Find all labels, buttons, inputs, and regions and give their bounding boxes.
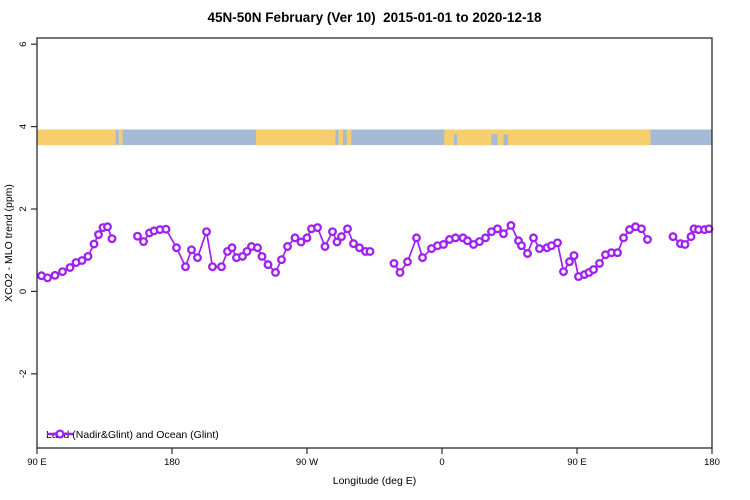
data-point-marker <box>499 229 508 239</box>
data-point-marker <box>172 243 181 253</box>
data-point-marker <box>302 233 312 243</box>
data-point-marker <box>569 251 579 261</box>
data-point-marker <box>107 234 117 244</box>
x-axis-label: Longitude (deg E) <box>332 475 417 487</box>
x-tick-label: 90 W <box>296 457 318 468</box>
data-point-marker <box>337 232 346 242</box>
data-point-marker <box>680 239 690 249</box>
data-point-marker <box>704 224 714 234</box>
data-point-marker <box>412 233 421 243</box>
y-tick-label: 0 <box>18 289 29 294</box>
data-point-marker <box>208 262 217 272</box>
plot-border <box>36 37 713 449</box>
data-point-marker <box>77 256 87 265</box>
data-point-marker <box>506 221 516 230</box>
data-point-marker <box>619 233 628 243</box>
data-point-marker <box>355 243 364 253</box>
data-point-marker <box>637 224 646 234</box>
data-point-marker <box>277 255 286 265</box>
data-point-marker <box>565 257 574 267</box>
surface-band-ocean-patch <box>503 134 508 146</box>
legend: Land (Nadir&Glint) and Ocean (Glint) <box>46 429 219 441</box>
surface-band-land-segment <box>37 129 116 146</box>
legend-marker-icon <box>47 429 73 439</box>
data-point-marker <box>271 268 280 277</box>
data-point-marker <box>523 249 532 258</box>
surface-band-land-segment <box>118 129 123 146</box>
data-point-marker <box>202 227 211 237</box>
data-point-marker <box>50 270 60 280</box>
data-point-marker <box>529 233 538 243</box>
data-point-marker <box>517 241 526 251</box>
data-point-marker <box>451 233 460 243</box>
data-point-marker <box>133 231 142 241</box>
surface-band-land-segment <box>338 129 343 146</box>
y-tick-label: 6 <box>18 42 29 47</box>
data-point-marker <box>187 245 196 255</box>
x-tick-label: 0 <box>439 457 444 468</box>
legend-label: Land (Nadir&Glint) and Ocean (Glint) <box>46 429 219 441</box>
surface-band-land-segment <box>346 129 352 146</box>
data-point-marker <box>181 262 190 272</box>
data-point-marker <box>463 236 472 246</box>
data-point-marker <box>403 257 412 267</box>
data-point-marker <box>43 273 52 283</box>
data-point-marker <box>493 224 502 234</box>
data-point-marker <box>668 232 678 242</box>
data-point-marker <box>290 233 300 243</box>
surface-band-land-segment <box>444 129 651 146</box>
y-tick-label: 2 <box>18 206 29 211</box>
data-point-marker <box>65 263 75 272</box>
data-point-marker <box>83 251 93 261</box>
data-point-marker <box>257 251 267 261</box>
data-point-marker <box>313 223 322 232</box>
data-point-marker <box>389 258 399 268</box>
data-point-marker <box>535 244 544 254</box>
data-point-marker <box>553 238 562 248</box>
data-point-marker <box>613 248 622 258</box>
data-point-marker <box>283 242 292 251</box>
data-point-marker <box>589 265 598 275</box>
data-point-marker <box>332 237 342 247</box>
data-point-marker <box>263 260 273 270</box>
data-point-marker <box>475 237 484 247</box>
data-point-marker <box>94 230 103 240</box>
x-tick-label: 180 <box>164 457 180 468</box>
data-point-marker <box>103 222 112 232</box>
data-point-marker <box>365 246 375 256</box>
surface-band-ocean-patch <box>454 134 457 146</box>
surface-band-ocean-patch <box>491 134 498 146</box>
data-point-marker <box>193 253 202 263</box>
data-point-marker <box>349 239 358 249</box>
data-point-marker <box>686 232 696 242</box>
data-point-marker <box>395 268 405 277</box>
data-point-marker <box>58 267 67 277</box>
x-tick-label: 90 E <box>27 457 47 468</box>
data-point-marker <box>296 237 306 247</box>
data-point-marker <box>343 224 352 234</box>
data-point-marker <box>89 239 99 249</box>
data-point-marker <box>595 258 604 268</box>
data-point-marker <box>217 262 226 272</box>
data-point-marker <box>643 235 652 244</box>
surface-band-land-segment <box>256 129 336 146</box>
data-point-marker <box>139 237 148 247</box>
data-point-marker <box>439 239 448 249</box>
x-tick-label: 90 E <box>567 457 587 468</box>
x-tick-label: 180 <box>704 457 720 468</box>
data-point-marker <box>559 267 568 277</box>
y-tick-label: 4 <box>18 124 29 129</box>
y-tick-label: -2 <box>18 370 29 378</box>
data-point-marker <box>253 243 262 253</box>
data-point-marker <box>161 224 171 234</box>
data-point-marker <box>320 242 330 251</box>
data-point-marker <box>227 243 237 253</box>
data-point-marker <box>328 227 337 237</box>
chart-title: 45N-50N February (Ver 10) 2015-01-01 to … <box>207 10 542 25</box>
data-point-marker <box>418 253 427 263</box>
data-point-marker <box>481 233 490 243</box>
